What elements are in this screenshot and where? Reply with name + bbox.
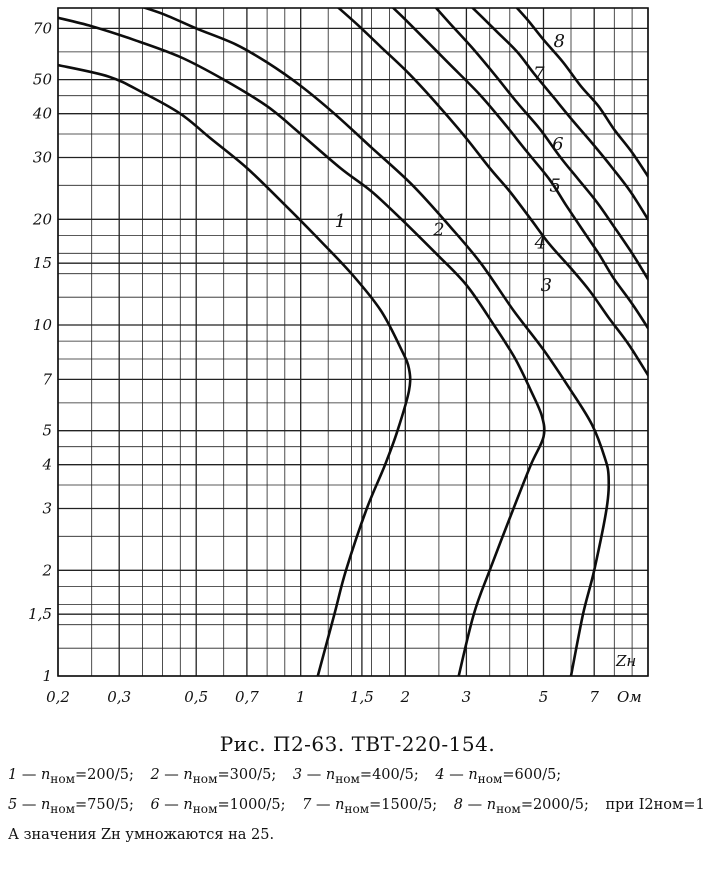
curve-label-3: 3 xyxy=(541,275,552,296)
legend-item-3: 3 — nном=400/5; xyxy=(292,767,419,786)
y-tick-label: 30 xyxy=(33,149,53,167)
chart-grid xyxy=(57,7,649,677)
curve-label-7: 7 xyxy=(533,64,545,85)
plot-frame xyxy=(57,7,649,677)
curve-1 xyxy=(58,63,412,676)
curve-label-1: 1 xyxy=(335,211,346,232)
curve-6 xyxy=(434,8,648,281)
y-tick-label: 15 xyxy=(33,254,52,272)
x-tick-label: 0,5 xyxy=(184,688,208,706)
curve-7 xyxy=(470,8,648,221)
legend-note: при I2ном=1 А значения Zн умножаются на … xyxy=(8,796,705,843)
legend-item-6: 6 — nном=1000/5; xyxy=(150,796,286,816)
curve-labels: 1 2 3 4 5 6 78 xyxy=(335,31,565,296)
chart-curves xyxy=(58,8,648,676)
y-tick-label: 2 xyxy=(41,561,52,579)
x-axis-ticks: 0,2 0,3 0,5 0,7 1 1,5 2 3 5 7 xyxy=(46,688,599,706)
curve-3 xyxy=(141,8,611,676)
y-tick-label: 10 xyxy=(33,316,53,334)
x-tick-label: 0,7 xyxy=(235,688,259,706)
curve-label-8: 8 xyxy=(553,31,564,52)
y-tick-label: 4 xyxy=(41,456,52,474)
x-tick-label: 0,2 xyxy=(46,688,70,706)
legend-item-4: 4 — nном=600/5; xyxy=(435,767,562,786)
y-tick-label: 40 xyxy=(32,105,53,123)
legend-item-5: 5 — nном=750/5; xyxy=(8,796,134,816)
legend-item-7: 7 — nном=1500/5; xyxy=(302,796,438,816)
corner-label: Zн xyxy=(615,652,636,670)
legend: 1 — nном=200/5; 2 — nном=300/5; 3 — nном… xyxy=(8,762,708,848)
y-tick-label: 5 xyxy=(42,422,52,440)
curve-label-4: 4 xyxy=(534,233,546,254)
y-tick-label: 20 xyxy=(32,210,53,228)
x-tick-label: 1,5 xyxy=(350,688,374,706)
x-tick-label: 1 xyxy=(296,688,306,706)
curve-label-6: 6 xyxy=(552,134,563,155)
x-tick-label: 0,3 xyxy=(107,688,131,706)
x-tick-label: 2 xyxy=(400,688,411,706)
curve-label-2: 2 xyxy=(432,219,444,240)
x-tick-label: 7 xyxy=(589,688,599,706)
y-tick-label: 7 xyxy=(42,370,52,388)
figure-title: Рис. П2-63. ТВТ-220-154. xyxy=(219,732,496,756)
y-tick-label: 50 xyxy=(33,71,53,89)
y-tick-label: 1,5 xyxy=(28,605,52,623)
curve-5 xyxy=(391,8,648,330)
legend-item-1: 1 — nном=200/5; xyxy=(8,767,134,786)
y-tick-label: 3 xyxy=(42,500,52,518)
x-tick-label: 5 xyxy=(539,688,549,706)
curve-8 xyxy=(515,8,648,178)
legend-item-8: 8 — nном=2000/5; xyxy=(453,796,589,816)
x-unit-label: Ом xyxy=(617,688,642,706)
y-axis-ticks: 1 1,5 2 3 4 5 7 10 15 20 30 40 50 70 xyxy=(28,19,52,685)
curve-2 xyxy=(58,16,546,676)
y-tick-label: 70 xyxy=(33,19,53,37)
x-tick-label: 3 xyxy=(462,688,472,706)
curve-4 xyxy=(336,8,648,377)
legend-item-2: 2 — nном=300/5; xyxy=(150,767,277,786)
curve-label-5: 5 xyxy=(549,176,560,197)
y-tick-label: 1 xyxy=(42,667,52,685)
